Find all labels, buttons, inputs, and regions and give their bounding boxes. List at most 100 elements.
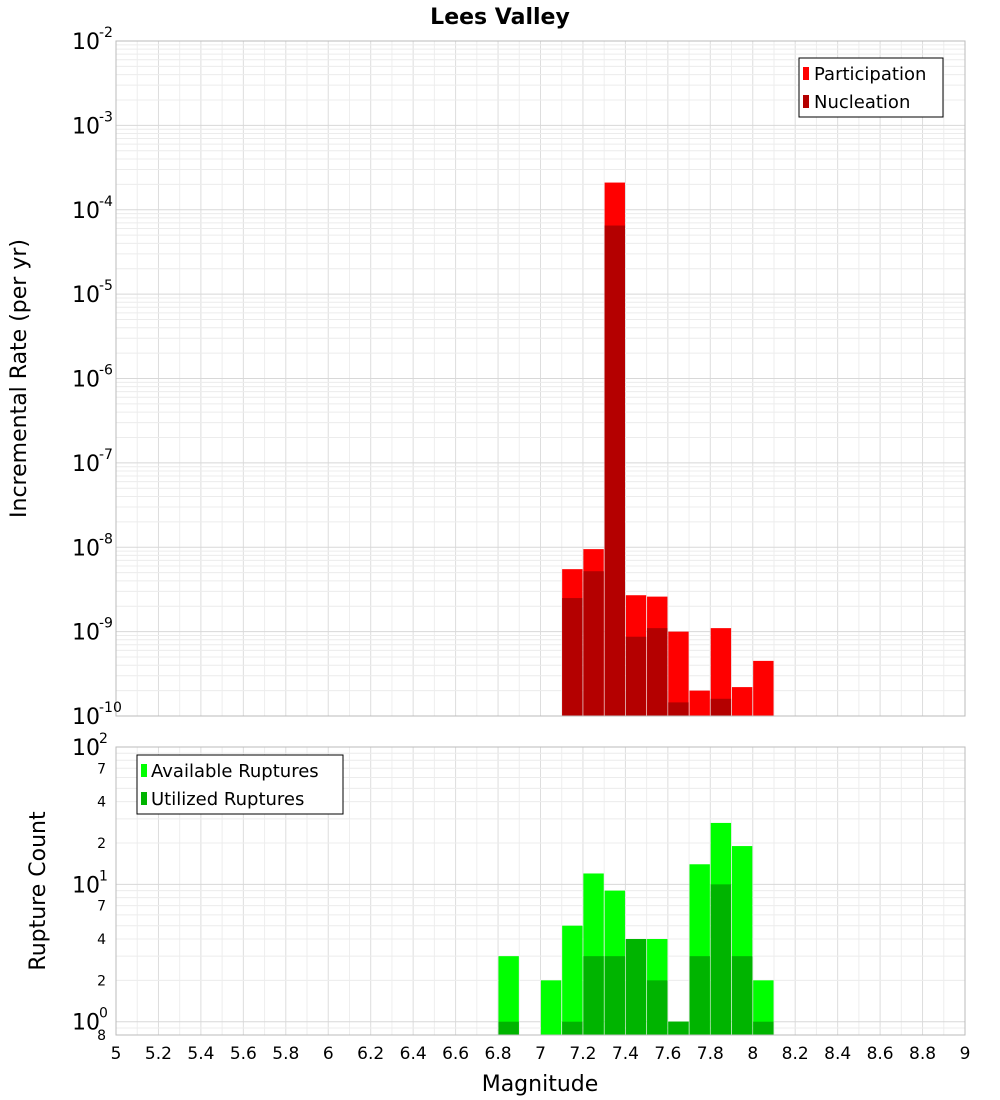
x-tick-label: 5.8 (272, 1044, 299, 1064)
top-ytick-base: 10 (72, 705, 100, 730)
x-tick-label: 5.2 (145, 1044, 172, 1064)
top-bar-nucleation (604, 225, 625, 716)
bottom-bar-utilized-ruptures (604, 956, 625, 1035)
top-ytick-base: 10 (72, 536, 100, 561)
bottom-bar-available-ruptures (498, 956, 519, 1035)
bottom-ytick-minor: 2 (97, 836, 106, 852)
x-axis-label: Magnitude (482, 1072, 599, 1097)
top-bar-participation (689, 690, 710, 716)
x-tick-label: 6.4 (400, 1044, 427, 1064)
top-bar-nucleation (668, 702, 689, 716)
top-bar-participation (753, 660, 774, 716)
top-legend-swatch (803, 67, 809, 80)
bottom-legend-swatch (141, 764, 147, 777)
top-bar-nucleation (625, 636, 647, 716)
bottom-bar-utilized-ruptures (710, 884, 732, 1035)
bottom-ytick-base: 10 (72, 1011, 100, 1036)
bottom-bar-utilized-ruptures (731, 956, 753, 1035)
top-ytick-base: 10 (72, 283, 100, 308)
bottom-bar-utilized-ruptures (647, 980, 668, 1035)
top-ytick-exp: -7 (99, 447, 113, 463)
bottom-bar-utilized-ruptures (625, 939, 647, 1035)
bottom-ytick-minor: 7 (97, 761, 106, 777)
bottom-ytick-minor: 2 (97, 973, 106, 989)
x-tick-label: 7.4 (612, 1044, 639, 1064)
x-tick-label: 6.2 (357, 1044, 384, 1064)
chart-title: Lees Valley (430, 5, 570, 30)
top-ytick-exp: -10 (99, 700, 122, 716)
bottom-bar-available-ruptures (753, 980, 774, 1035)
bottom-legend-box (136, 754, 344, 815)
x-tick-label: 5 (111, 1044, 122, 1064)
x-tick-label: 5.6 (230, 1044, 257, 1064)
top-legend-label: Nucleation (814, 92, 910, 113)
bottom-bars (498, 822, 774, 1035)
top-ytick-base: 10 (72, 114, 100, 139)
top-legend: Participation Nucleation (798, 57, 944, 118)
bottom-legend-label: Utilized Ruptures (151, 789, 304, 810)
top-ytick-exp: -2 (99, 25, 113, 41)
top-bar-participation (668, 631, 689, 716)
bottom-ytick-minor: 7 (97, 899, 106, 915)
top-y-axis-label: Incremental Rate (per yr) (7, 239, 32, 518)
top-legend-label: Participation (814, 64, 926, 85)
x-tick-label: 5.4 (187, 1044, 214, 1064)
x-tick-label: 8.8 (909, 1044, 936, 1064)
bottom-bar-utilized-ruptures (583, 956, 604, 1035)
bottom-ytick-minor: 4 (97, 932, 106, 948)
bottom-y-axis-label: Rupture Count (26, 811, 51, 971)
bottom-ytick-exp: 1 (99, 868, 108, 884)
top-bars (562, 182, 774, 716)
top-ytick-base: 10 (72, 452, 100, 477)
top-ytick-exp: -8 (99, 531, 113, 547)
top-grid (115, 40, 966, 717)
top-legend-swatch (803, 95, 809, 108)
top-ytick-base: 10 (72, 199, 100, 224)
bottom-bar-utilized-ruptures (668, 1021, 689, 1035)
bottom-ytick-minor: 8 (97, 1028, 106, 1044)
x-tick-label: 6 (323, 1044, 334, 1064)
top-bar-nucleation (562, 598, 583, 716)
x-tick-label: 7.6 (654, 1044, 681, 1064)
bottom-plot-frame (115, 746, 966, 1036)
top-ytick-base: 10 (72, 621, 100, 646)
bottom-bar-utilized-ruptures (498, 1021, 519, 1035)
x-tick-label: 6.8 (485, 1044, 512, 1064)
x-tick-label: 8.2 (782, 1044, 809, 1064)
bottom-ytick-base: 10 (72, 736, 100, 761)
bottom-ytick-exp: 0 (99, 1006, 108, 1022)
x-tick-label: 6.6 (442, 1044, 469, 1064)
x-tick-label: 7.2 (569, 1044, 596, 1064)
top-ytick-exp: -9 (99, 616, 113, 632)
top-plot-frame (115, 40, 966, 717)
top-ytick-base: 10 (72, 368, 100, 393)
bottom-bar-available-ruptures (540, 980, 562, 1035)
top-legend-box (798, 57, 944, 118)
top-bar-nucleation (583, 571, 604, 716)
x-tick-label: 9 (960, 1044, 971, 1064)
top-bar-nucleation (647, 628, 668, 716)
top-ytick-exp: -6 (99, 363, 113, 379)
top-ytick-base: 10 (72, 30, 100, 55)
top-bar-participation (731, 687, 753, 716)
x-tick-label: 7 (535, 1044, 546, 1064)
top-ytick-exp: -4 (99, 194, 113, 210)
top-bar-participation (710, 628, 732, 716)
bottom-legend-label: Available Ruptures (151, 761, 319, 782)
top-ytick-exp: -3 (99, 109, 113, 125)
bottom-ytick-minor: 4 (97, 795, 106, 811)
bottom-legend-swatch (141, 792, 147, 805)
bottom-bar-utilized-ruptures (753, 1021, 774, 1035)
bottom-legend: Available Ruptures Utilized Ruptures (136, 754, 344, 815)
bottom-bar-utilized-ruptures (562, 1021, 583, 1035)
top-bar-nucleation (710, 698, 732, 716)
bottom-bar-utilized-ruptures (689, 956, 710, 1035)
x-tick-label: 8.6 (867, 1044, 894, 1064)
x-tick-label: 8 (747, 1044, 758, 1064)
bottom-ytick-exp: 2 (99, 731, 108, 747)
bottom-bar-available-ruptures (562, 925, 583, 1035)
x-tick-label: 7.8 (697, 1044, 724, 1064)
top-ytick-exp: -5 (99, 278, 113, 294)
bottom-ytick-base: 10 (72, 873, 100, 898)
x-tick-label: 8.4 (824, 1044, 851, 1064)
